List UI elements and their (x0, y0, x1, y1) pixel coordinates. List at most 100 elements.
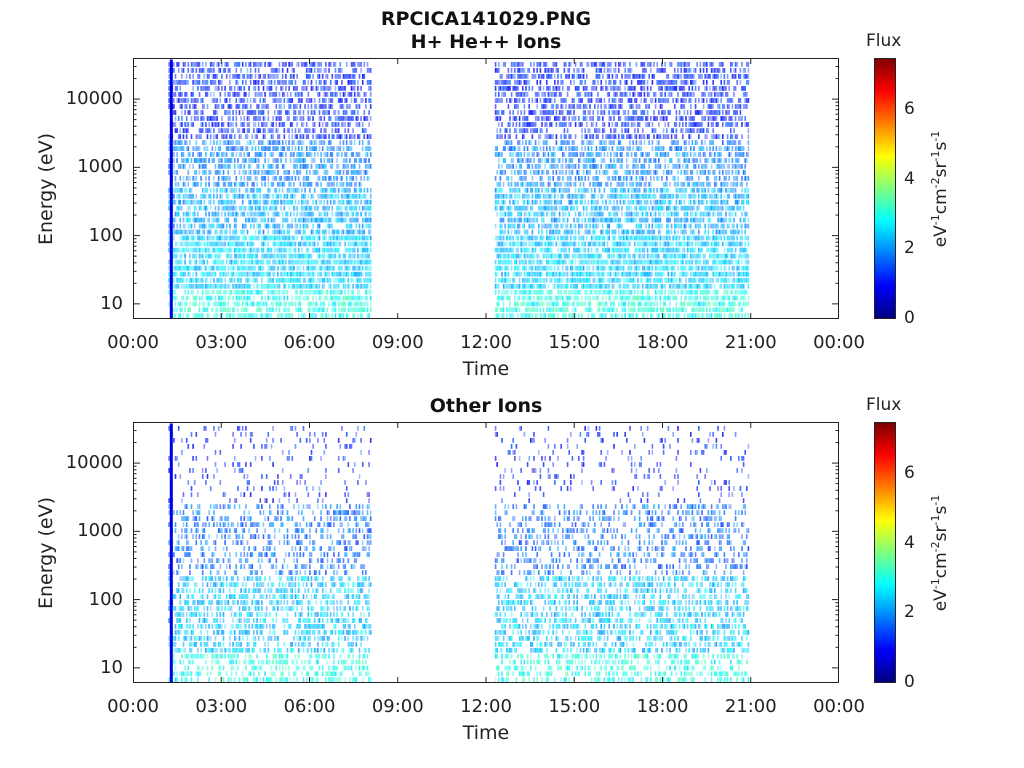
flux-pixel (522, 259, 524, 265)
flux-pixel (177, 283, 180, 289)
flux-pixel (206, 68, 209, 73)
flux-pixel (515, 283, 518, 289)
flux-pixel (312, 301, 314, 307)
flux-pixel (173, 289, 175, 295)
flux-pixel (336, 229, 338, 235)
flux-pixel (179, 122, 182, 127)
flux-pixel (333, 283, 335, 289)
flux-pixel (261, 62, 263, 67)
flux-pixel (342, 110, 345, 115)
flux-pixel (334, 80, 337, 85)
flux-pixel (344, 211, 346, 217)
flux-pixel (230, 181, 233, 187)
flux-pixel (560, 92, 562, 97)
flux-pixel (525, 217, 527, 223)
flux-pixel (277, 229, 279, 235)
flux-pixel (357, 271, 359, 277)
flux-pixel (203, 217, 206, 223)
flux-pixel (246, 140, 249, 145)
flux-pixel (294, 241, 297, 247)
flux-pixel (198, 229, 201, 235)
flux-pixel (249, 217, 252, 223)
flux-pixel (520, 259, 522, 265)
flux-pixel (312, 193, 314, 199)
flux-pixel (233, 158, 236, 163)
flux-pixel (206, 259, 209, 265)
flux-pixel (224, 271, 226, 277)
flux-pixel (326, 307, 329, 313)
flux-pixel (227, 116, 230, 121)
flux-pixel (313, 140, 316, 145)
flux-pixel (499, 152, 502, 157)
flux-pixel (363, 199, 366, 205)
flux-pixel (209, 80, 212, 85)
flux-pixel (361, 223, 364, 229)
flux-pixel (269, 170, 271, 175)
flux-pixel (542, 116, 545, 121)
flux-pixel (568, 241, 570, 247)
flux-pixel (249, 301, 252, 307)
flux-pixel (539, 98, 542, 103)
flux-pixel (496, 181, 498, 187)
flux-pixel (301, 283, 303, 289)
flux-pixel (224, 86, 226, 91)
flux-pixel (361, 74, 364, 79)
flux-pixel (321, 187, 324, 193)
flux-pixel (352, 265, 354, 271)
flux-pixel (281, 229, 284, 235)
flux-pixel (506, 313, 508, 318)
flux-pixel (515, 307, 518, 313)
flux-pixel (317, 259, 319, 265)
flux-pixel (195, 116, 198, 121)
flux-pixel (265, 271, 268, 277)
flux-pixel (267, 128, 270, 133)
flux-pixel (533, 247, 535, 253)
flux-pixel (337, 110, 340, 115)
flux-pixel (326, 241, 329, 247)
flux-pixel (512, 158, 514, 163)
flux-pixel (534, 122, 537, 127)
flux-pixel (232, 235, 234, 241)
flux-pixel (355, 217, 358, 223)
flux-pixel (174, 199, 177, 205)
flux-pixel (318, 307, 321, 313)
flux-pixel (331, 271, 334, 277)
flux-pixel (200, 277, 202, 283)
flux-pixel (216, 289, 218, 295)
flux-pixel (344, 86, 346, 91)
flux-pixel (554, 223, 556, 229)
flux-pixel (201, 289, 204, 295)
flux-pixel (514, 68, 516, 73)
flux-pixel (241, 205, 244, 211)
flux-pixel (538, 170, 540, 175)
flux-pixel (211, 211, 214, 217)
flux-pixel (365, 128, 367, 133)
flux-pixel (173, 217, 175, 223)
flux-pixel (227, 253, 230, 259)
flux-pixel (546, 193, 548, 199)
flux-pixel (192, 122, 194, 127)
flux-pixel (345, 146, 348, 151)
flux-pixel (214, 241, 217, 247)
flux-pixel (321, 104, 324, 109)
flux-pixel (350, 259, 353, 265)
flux-pixel (281, 164, 284, 169)
flux-pixel (533, 217, 535, 223)
flux-pixel (305, 170, 308, 175)
flux-pixel (285, 110, 287, 115)
flux-pixel (262, 265, 265, 271)
flux-pixel (176, 307, 178, 313)
flux-pixel (182, 146, 185, 151)
flux-pixel (277, 98, 279, 103)
flux-pixel (544, 265, 546, 271)
flux-pixel (526, 277, 529, 283)
flux-pixel (355, 158, 358, 163)
flux-pixel (355, 176, 358, 181)
flux-pixel (261, 253, 263, 259)
flux-pixel (547, 199, 550, 205)
flux-pixel (259, 223, 262, 229)
flux-pixel (494, 313, 497, 318)
flux-pixel (185, 92, 188, 97)
flux-pixel (182, 128, 185, 133)
flux-pixel (344, 98, 346, 103)
